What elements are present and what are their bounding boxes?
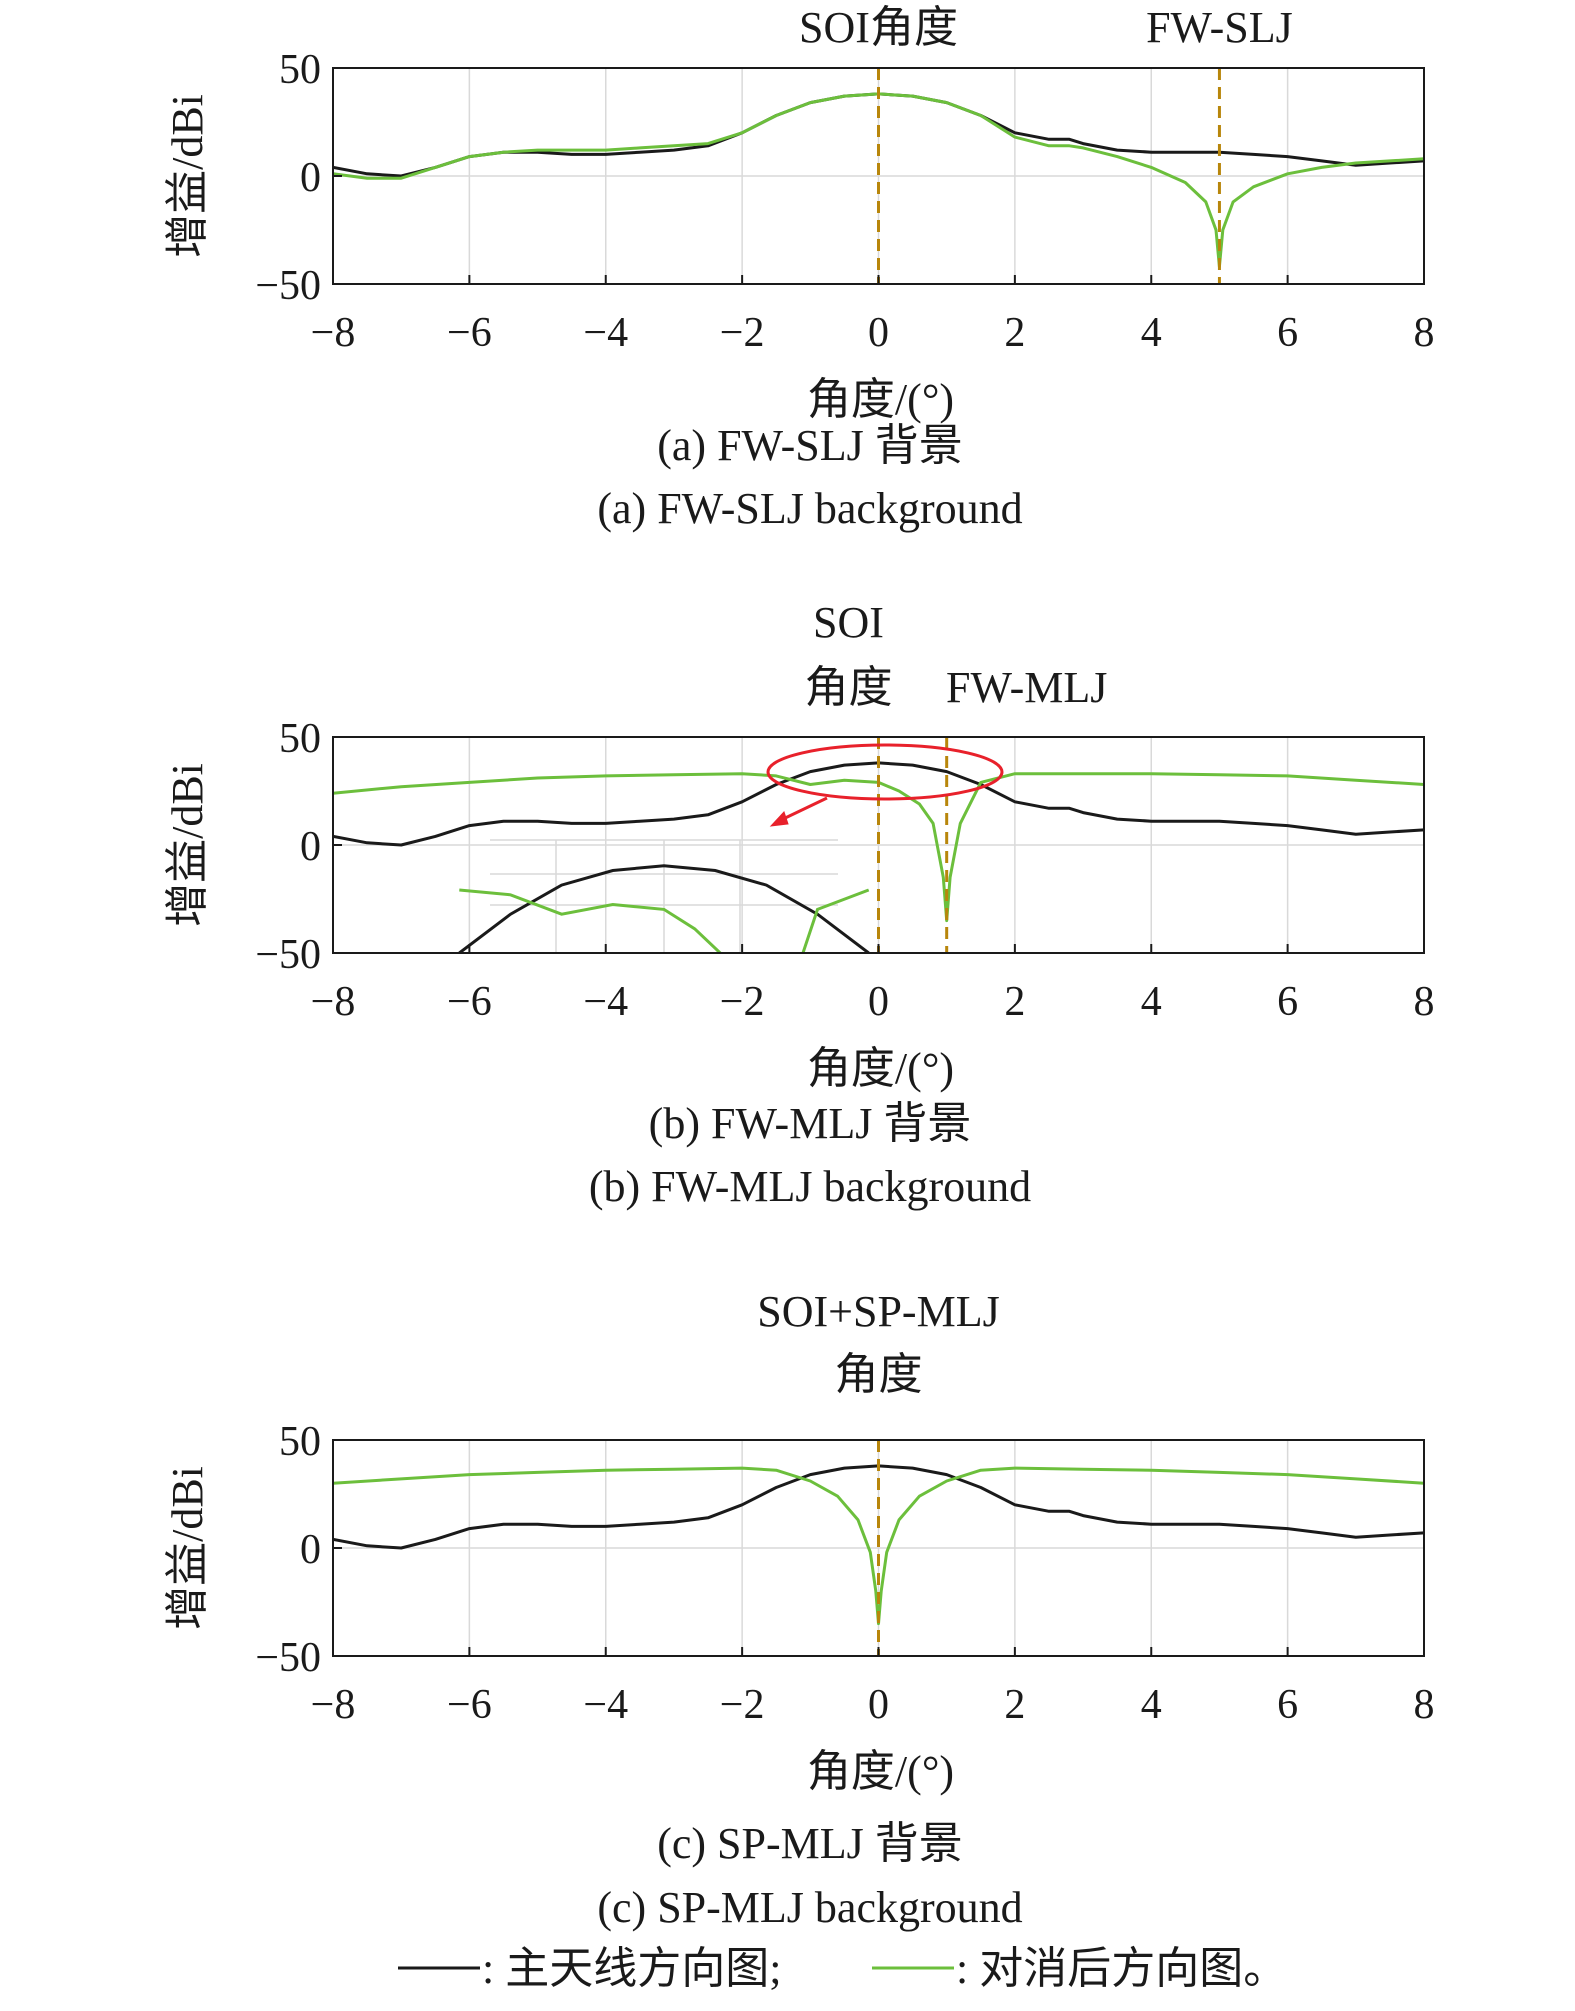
x-tick-label: −8 xyxy=(311,1682,356,1728)
y-tick-label: 50 xyxy=(279,716,321,762)
legend-label-cancel: : 对消后方向图。 xyxy=(956,1944,1287,1993)
marker-label: 角度 xyxy=(835,1350,923,1399)
x-tick-label: 0 xyxy=(868,1682,889,1728)
y-tick-label: −50 xyxy=(255,1635,321,1681)
y-tick-label: −50 xyxy=(255,263,321,309)
x-tick-label: 2 xyxy=(1004,1682,1025,1728)
series-line xyxy=(333,772,1424,923)
y-axis-label: 增益/dBi xyxy=(163,1466,212,1630)
x-tick-label: 6 xyxy=(1277,1682,1298,1728)
x-tick-label: 8 xyxy=(1414,310,1435,356)
x-tick-label: 6 xyxy=(1277,979,1298,1025)
highlight-arrow xyxy=(780,796,828,822)
legend-label-main: : 主天线方向图; xyxy=(482,1944,781,1993)
inset-series-line xyxy=(458,864,870,953)
x-tick-label: 8 xyxy=(1414,979,1435,1025)
x-tick-label: 4 xyxy=(1141,979,1162,1025)
x-tick-label: −6 xyxy=(447,979,492,1025)
y-tick-label: 0 xyxy=(300,824,321,870)
x-tick-label: −4 xyxy=(583,979,628,1025)
marker-label: SOI+SP-MLJ xyxy=(757,1287,999,1336)
series-group xyxy=(333,761,1424,953)
series-group xyxy=(333,92,1424,269)
highlight-ellipse xyxy=(766,743,1004,801)
chart-caption-en: (a) FW-SLJ background xyxy=(597,484,1022,533)
series-line xyxy=(333,761,1424,847)
y-tick-label: 50 xyxy=(279,1419,321,1465)
x-tick-label: −6 xyxy=(447,1682,492,1728)
x-tick-label: 2 xyxy=(1004,979,1025,1025)
y-tick-label: 0 xyxy=(300,155,321,201)
y-axis-label: 增益/dBi xyxy=(163,763,212,927)
y-tick-label: 50 xyxy=(279,47,321,93)
y-tick-label: −50 xyxy=(255,932,321,978)
x-axis-label: 角度/(°) xyxy=(807,1747,954,1796)
chart-caption-cn: (c) SP-MLJ 背景 xyxy=(657,1819,963,1868)
marker-label: FW-SLJ xyxy=(1146,3,1293,52)
marker-label: 角度 xyxy=(805,663,893,712)
chart-caption-en: (b) FW-MLJ background xyxy=(589,1162,1031,1211)
marker-label: FW-MLJ xyxy=(946,663,1107,712)
series-line xyxy=(333,92,1424,269)
x-tick-label: −2 xyxy=(720,1682,765,1728)
chart-caption-cn: (b) FW-MLJ 背景 xyxy=(649,1099,972,1148)
inset-series-line xyxy=(459,888,870,953)
x-tick-label: −8 xyxy=(311,979,356,1025)
series-line xyxy=(333,1466,1424,1626)
x-tick-label: −4 xyxy=(583,1682,628,1728)
zoom-inset xyxy=(458,839,870,953)
chart-panel: SOI+SP-MLJ 角度 −8 −6 −4 −2 0 2 4 6 8 50 0 −50 角度/(°) 增益/… xyxy=(163,1287,1435,1932)
marker-label: SOI角度 xyxy=(799,3,958,52)
series-group xyxy=(333,1464,1424,1626)
chart-panel: SOI角度 FW-SLJ −8 −6 −4 −2 0 2 4 6 8 50 0 −50 角度/(°) 增益/d… xyxy=(163,3,1435,533)
y-axis-label: 增益/dBi xyxy=(163,94,212,258)
y-tick-label: 0 xyxy=(300,1527,321,1573)
x-axis-label: 角度/(°) xyxy=(807,1044,954,1093)
x-tick-label: −2 xyxy=(720,979,765,1025)
x-tick-label: −4 xyxy=(583,310,628,356)
x-tick-label: −2 xyxy=(720,310,765,356)
x-tick-label: 6 xyxy=(1277,310,1298,356)
x-tick-label: 0 xyxy=(868,979,889,1025)
series-line xyxy=(333,1464,1424,1550)
x-tick-label: 8 xyxy=(1414,1682,1435,1728)
x-tick-label: 4 xyxy=(1141,310,1162,356)
x-tick-label: 0 xyxy=(868,310,889,356)
x-tick-label: −8 xyxy=(311,310,356,356)
highlight-arrowhead xyxy=(769,811,789,827)
chart-panel: SOI 角度 FW-MLJ −8 −6 −4 −2 0 2 4 6 8 50 0 −50 角度/(°) 增益/d… xyxy=(163,598,1435,1211)
marker-label: SOI xyxy=(813,598,884,647)
x-tick-label: 4 xyxy=(1141,1682,1162,1728)
legend: : 主天线方向图; : 对消后方向图。 xyxy=(398,1944,1287,1993)
x-tick-label: −6 xyxy=(447,310,492,356)
x-axis-label: 角度/(°) xyxy=(807,375,954,424)
x-tick-label: 2 xyxy=(1004,310,1025,356)
chart-caption-cn: (a) FW-SLJ 背景 xyxy=(657,421,963,470)
chart-caption-en: (c) SP-MLJ background xyxy=(597,1883,1022,1932)
